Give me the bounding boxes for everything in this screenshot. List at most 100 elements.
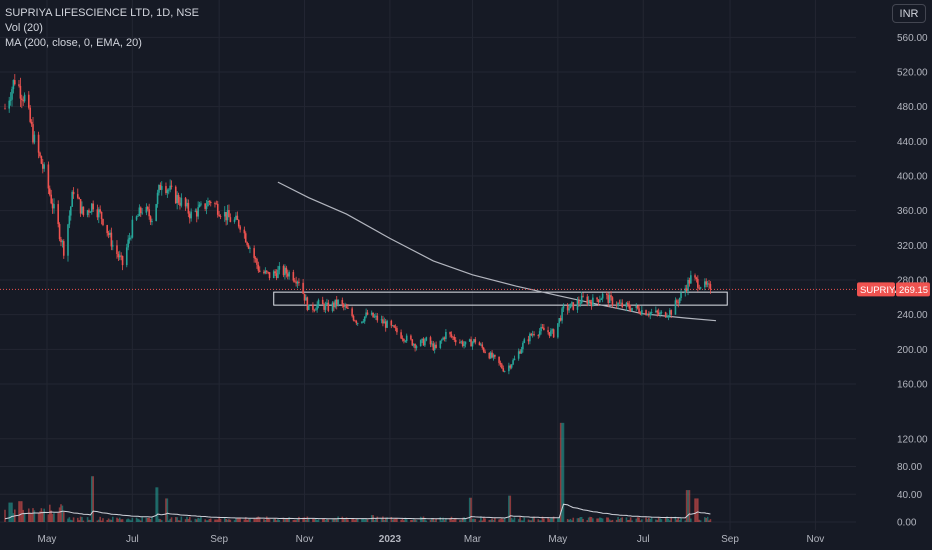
candle-body bbox=[195, 210, 198, 217]
candle-body bbox=[433, 344, 436, 351]
candle-body bbox=[356, 323, 359, 324]
candle-body bbox=[660, 312, 663, 313]
candle-body bbox=[370, 312, 373, 315]
volume-bar bbox=[265, 516, 268, 522]
candle-body bbox=[58, 224, 61, 240]
candle-body bbox=[327, 302, 330, 311]
candle-body bbox=[226, 210, 229, 221]
volume-bar bbox=[200, 516, 202, 522]
candle-body bbox=[440, 339, 443, 341]
candle-body bbox=[390, 320, 393, 326]
candle-body bbox=[699, 287, 702, 289]
candle-body bbox=[615, 305, 618, 307]
volume-bar bbox=[578, 518, 580, 522]
volume-bar bbox=[284, 519, 286, 522]
candle-body bbox=[267, 271, 269, 273]
volume-bar bbox=[482, 517, 485, 522]
candle-body bbox=[239, 226, 241, 230]
candle-body bbox=[233, 219, 236, 222]
volume-bar bbox=[225, 518, 227, 522]
volume-bar bbox=[174, 517, 177, 522]
candle-body bbox=[341, 299, 344, 305]
volume-bar bbox=[275, 520, 278, 522]
volume-bar bbox=[685, 490, 688, 522]
candle-body bbox=[424, 340, 426, 346]
candle-body bbox=[670, 310, 673, 315]
candle-body bbox=[284, 267, 286, 276]
candle-body bbox=[468, 339, 471, 342]
candle-body bbox=[499, 362, 502, 365]
volume-bar bbox=[449, 518, 451, 522]
volume-bar bbox=[627, 519, 629, 522]
volume-bar bbox=[159, 519, 162, 522]
volume-bar bbox=[78, 520, 80, 522]
candle-body bbox=[174, 186, 177, 204]
volume-bar bbox=[394, 518, 397, 522]
volume-bar bbox=[440, 520, 443, 522]
volume-bar bbox=[176, 517, 178, 522]
candle-body bbox=[268, 272, 271, 279]
candle-body bbox=[442, 337, 444, 340]
candle-body bbox=[627, 302, 629, 305]
candle-body bbox=[705, 281, 708, 285]
candle-body bbox=[481, 344, 484, 348]
candle-body bbox=[431, 343, 433, 345]
candle-body bbox=[533, 334, 535, 336]
volume-bar bbox=[645, 517, 647, 522]
candle-body bbox=[606, 293, 608, 296]
volume-bar bbox=[155, 487, 157, 522]
volume-bar bbox=[239, 518, 241, 522]
candle-body bbox=[67, 224, 69, 256]
ma-indicator-label[interactable]: MA (200, close, 0, EMA, 20) bbox=[5, 37, 142, 49]
volume-bar bbox=[160, 520, 163, 522]
candle-body bbox=[685, 288, 688, 291]
volume-bar bbox=[342, 518, 345, 522]
candle-body bbox=[636, 305, 639, 309]
volume-bar bbox=[296, 518, 299, 522]
volume-bar bbox=[247, 519, 250, 522]
candle-body bbox=[97, 209, 100, 218]
candle-body bbox=[277, 269, 279, 279]
volume-bar bbox=[615, 519, 618, 522]
candle-body bbox=[125, 247, 128, 266]
volume-indicator-label[interactable]: Vol (20) bbox=[5, 22, 43, 34]
volume-bar bbox=[216, 519, 219, 522]
candle-body bbox=[145, 206, 148, 213]
candle-body bbox=[138, 207, 141, 216]
volume-bar bbox=[572, 517, 575, 522]
candle-body bbox=[78, 197, 80, 200]
candle-body bbox=[96, 209, 99, 218]
currency-button[interactable]: INR bbox=[892, 4, 926, 23]
volume-bar bbox=[288, 517, 290, 522]
volume-bar bbox=[429, 519, 432, 522]
volume-bar bbox=[145, 517, 148, 522]
volume-bar bbox=[592, 518, 594, 522]
candle-body bbox=[118, 255, 121, 258]
candle-body bbox=[197, 207, 199, 217]
volume-bar bbox=[57, 513, 59, 522]
volume-bar bbox=[538, 520, 541, 522]
candle-body bbox=[166, 190, 169, 194]
candle-body bbox=[107, 233, 110, 235]
candle-body bbox=[657, 312, 660, 315]
symbol-title[interactable]: SUPRIYA LIFESCIENCE LTD, 1D, NSE bbox=[5, 7, 199, 19]
candle-body bbox=[473, 339, 475, 343]
candle-body bbox=[130, 237, 132, 239]
candle-body bbox=[470, 339, 472, 347]
volume-bar bbox=[272, 519, 275, 522]
candle-body bbox=[366, 312, 369, 315]
volume-bar bbox=[550, 518, 552, 522]
candle-body bbox=[618, 302, 621, 304]
candle-body bbox=[419, 340, 422, 347]
candle-body bbox=[561, 308, 563, 321]
candle-body bbox=[517, 351, 520, 359]
volume-bar bbox=[194, 518, 197, 522]
volume-bar bbox=[20, 501, 23, 522]
volume-bar bbox=[636, 517, 639, 522]
candle-body bbox=[306, 297, 309, 310]
candle-body bbox=[620, 302, 622, 304]
candle-body bbox=[116, 245, 118, 255]
candle-body bbox=[47, 164, 50, 189]
volume-bar bbox=[561, 422, 563, 522]
